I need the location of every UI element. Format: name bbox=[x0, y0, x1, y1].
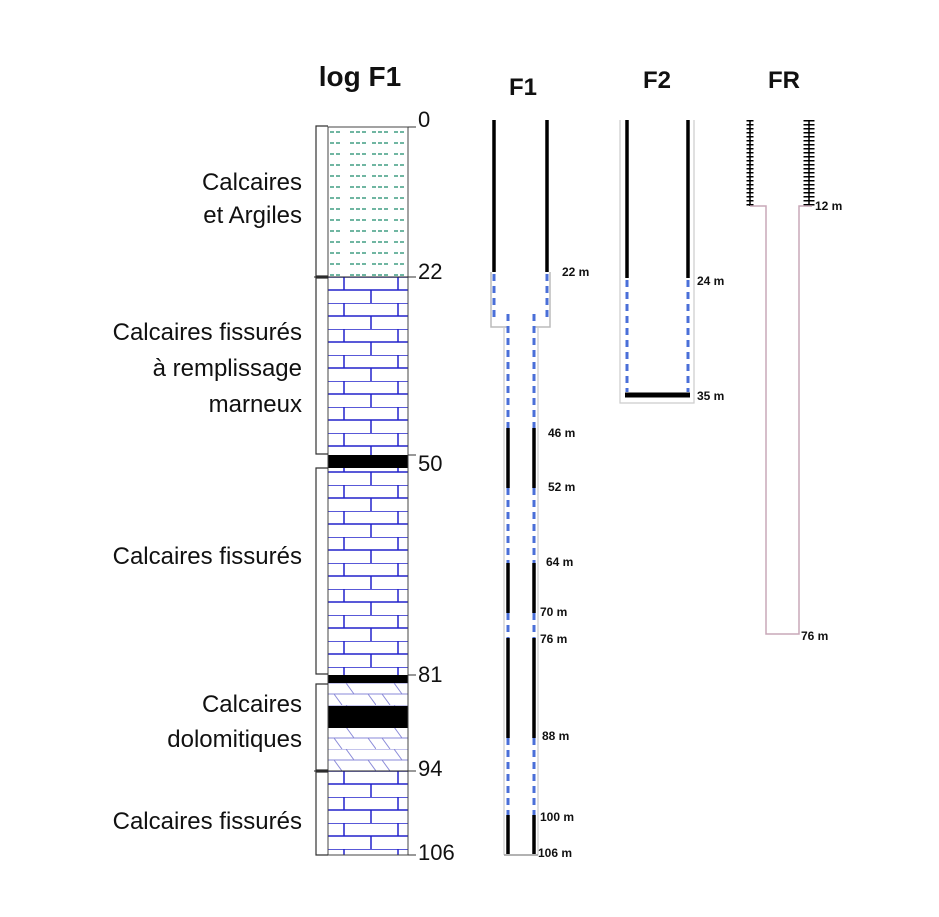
log-title: log F1 bbox=[319, 61, 401, 92]
layer-calcaires-fissures bbox=[328, 468, 408, 675]
well-f1-depth-labels: 22 m 46 m 52 m 64 m 70 m 76 m 88 m 100 m… bbox=[538, 265, 589, 860]
black-bed-50 bbox=[328, 455, 408, 468]
f2-depth-35: 35 m bbox=[697, 389, 724, 403]
unit-label: et Argiles bbox=[203, 202, 302, 229]
black-bed-81 bbox=[328, 675, 408, 683]
fr-well-outline bbox=[750, 205, 812, 635]
fr-depth-12: 12 m bbox=[815, 199, 842, 213]
unit-label: Calcaires bbox=[202, 691, 302, 718]
f1-depth-70: 70 m bbox=[540, 605, 567, 619]
fr-depth-76: 76 m bbox=[801, 629, 828, 643]
unit-label: Calcaires bbox=[202, 169, 302, 196]
f1-depth-46: 46 m bbox=[548, 426, 575, 440]
f1-depth-76: 76 m bbox=[540, 632, 567, 646]
depth-labels: 0 22 50 81 94 106 bbox=[418, 107, 455, 865]
unit-label: marneux bbox=[209, 391, 302, 418]
depth-106: 106 bbox=[418, 840, 455, 865]
well-f2: 24 m 35 m bbox=[619, 120, 724, 404]
well-fr: 12 m 76 m bbox=[746, 120, 842, 643]
well-fr-title: FR bbox=[768, 67, 800, 94]
f1-depth-22: 22 m bbox=[562, 265, 589, 279]
depth-ticks bbox=[408, 126, 416, 856]
unit-label: Calcaires fissurés bbox=[113, 808, 302, 835]
unit-label: à remplissage bbox=[153, 355, 302, 382]
f1-depth-100: 100 m bbox=[540, 810, 574, 824]
depth-94: 94 bbox=[418, 756, 442, 781]
lithology-column bbox=[314, 126, 409, 856]
well-f2-title: F2 bbox=[643, 67, 671, 94]
f1-depth-88: 88 m bbox=[542, 729, 569, 743]
well-f1: 22 m 46 m 52 m 64 m 70 m 76 m 88 m 100 m… bbox=[490, 120, 589, 860]
black-bed-dolomitique bbox=[328, 706, 408, 728]
f1-depth-52: 52 m bbox=[548, 480, 575, 494]
unit-labels: Calcaires et Argiles Calcaires fissurés … bbox=[113, 169, 302, 835]
unit-label: dolomitiques bbox=[167, 726, 302, 753]
f1-depth-64: 64 m bbox=[546, 555, 573, 569]
layer-calcaires-fissures-base bbox=[328, 771, 408, 855]
unit-label: Calcaires fissurés bbox=[113, 319, 302, 346]
unit-brackets bbox=[315, 125, 328, 856]
column-outline bbox=[327, 126, 409, 856]
f2-depth-24: 24 m bbox=[697, 274, 724, 288]
layer-calcaires-argiles bbox=[328, 127, 408, 277]
depth-22: 22 bbox=[418, 259, 442, 284]
depth-0: 0 bbox=[418, 107, 430, 132]
unit-label: Calcaires fissurés bbox=[113, 543, 302, 570]
well-f1-title: F1 bbox=[509, 74, 537, 101]
depth-81: 81 bbox=[418, 662, 442, 687]
depth-50: 50 bbox=[418, 451, 442, 476]
f1-depth-106: 106 m bbox=[538, 846, 572, 860]
layer-calcaires-fissures-marneux bbox=[328, 277, 408, 455]
